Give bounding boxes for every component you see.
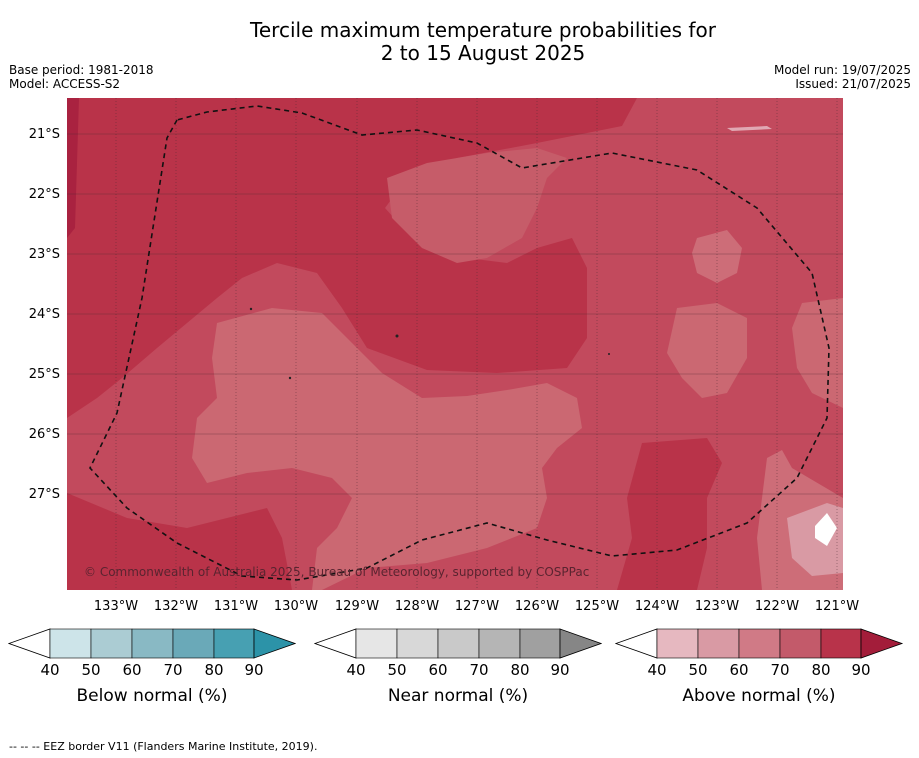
island-marker <box>608 353 610 355</box>
lon-label: 127°W <box>454 599 500 614</box>
colorbar-tick: 70 <box>770 661 790 679</box>
chart-title: Tercile maximum temperature probabilitie… <box>0 19 919 65</box>
lon-label: 133°W <box>93 599 139 614</box>
colorbar-segment <box>49 628 92 659</box>
lat-grid-lines <box>67 133 843 495</box>
colorbar-title-below: Below normal (%) <box>76 686 228 706</box>
region-above-80-se <box>617 438 722 590</box>
region-small-light <box>727 126 772 131</box>
colorbar-above-normal <box>615 628 904 659</box>
lat-label: 21°S <box>28 127 60 142</box>
colorbar-segment <box>253 628 296 659</box>
colorbar-tick: 40 <box>647 661 667 679</box>
lon-grid-lines <box>115 98 838 590</box>
colorbar-below-normal <box>8 628 296 659</box>
lat-label: 25°S <box>28 367 60 382</box>
colorbar-tick: 60 <box>729 661 749 679</box>
issued-date: Issued: 21/07/2025 <box>795 77 911 91</box>
colorbar-segment <box>396 628 439 659</box>
lat-label: 24°S <box>28 307 60 322</box>
lon-label: 128°W <box>394 599 440 614</box>
lon-label: 122°W <box>754 599 800 614</box>
region-white-patch <box>815 513 837 546</box>
colorbar-tick: 40 <box>40 661 60 679</box>
colorbar-segment <box>355 628 398 659</box>
colorbar-segment <box>738 628 781 659</box>
lon-label: 126°W <box>514 599 560 614</box>
lon-label: 132°W <box>153 599 199 614</box>
lon-label: 121°W <box>814 599 860 614</box>
meta-left: Base period: 1981-2018 Model: ACCESS-S2 <box>9 63 154 91</box>
lon-label: 130°W <box>273 599 319 614</box>
colorbar-tick: 50 <box>81 661 101 679</box>
colorbar-segment <box>437 628 480 659</box>
lat-label: 23°S <box>28 247 60 262</box>
region-above-70-north <box>387 148 567 263</box>
island-marker <box>288 376 292 380</box>
eez-footnote: -- -- -- EEZ border V11 (Flanders Marine… <box>9 740 318 753</box>
meta-right: Model run: 19/07/2025 Issued: 21/07/2025 <box>774 63 911 91</box>
colorbar-segment <box>860 628 904 659</box>
lat-label: 26°S <box>28 427 60 442</box>
region-above-60-small <box>692 230 742 283</box>
colorbar-segment <box>213 628 255 659</box>
colorbar-tick: 80 <box>811 661 831 679</box>
island-marker <box>395 334 399 338</box>
title-line-2: 2 to 15 August 2025 <box>380 41 586 65</box>
colorbar-title-above: Above normal (%) <box>682 686 836 706</box>
lon-label: 125°W <box>574 599 620 614</box>
title-line-1: Tercile maximum temperature probabilitie… <box>250 18 716 42</box>
colorbar-title-near: Near normal (%) <box>387 686 529 706</box>
island-marker <box>249 307 253 311</box>
lon-label: 123°W <box>694 599 740 614</box>
colorbar-tick: 90 <box>851 661 871 679</box>
colorbar-segment <box>697 628 740 659</box>
colorbar-tick: 60 <box>122 661 142 679</box>
colorbar-tick: 60 <box>428 661 448 679</box>
colorbar-segment <box>615 628 658 659</box>
colorbar-tick: 50 <box>387 661 407 679</box>
colorbar-tick: 90 <box>244 661 264 679</box>
colorbar-tick: 80 <box>204 661 224 679</box>
colorbar-tick: 70 <box>163 661 183 679</box>
colorbar-tick: 70 <box>469 661 489 679</box>
colorbar-segment <box>519 628 561 659</box>
copyright-notice: © Commonwealth of Australia 2025, Bureau… <box>84 565 590 579</box>
model-run: Model run: 19/07/2025 <box>773 63 911 77</box>
model-name: Model: ACCESS-S2 <box>9 77 121 91</box>
lon-label: 131°W <box>213 599 259 614</box>
colorbar-segment <box>90 628 133 659</box>
region-above-80-sw <box>67 493 292 590</box>
base-period: Base period: 1981-2018 <box>9 63 154 77</box>
colorbar-tick: 90 <box>550 661 570 679</box>
map-svg <box>67 98 843 590</box>
colorbar-segment <box>656 628 699 659</box>
colorbar-segment <box>820 628 862 659</box>
region-edge-dark <box>67 98 79 238</box>
lon-label: 129°W <box>334 599 380 614</box>
probability-map <box>67 98 843 590</box>
colorbar-tick: 80 <box>510 661 530 679</box>
colorbar-segment <box>314 628 357 659</box>
colorbar-segment <box>131 628 174 659</box>
lon-label: 124°W <box>634 599 680 614</box>
lat-label: 22°S <box>28 187 60 202</box>
colorbar-tick: 40 <box>346 661 366 679</box>
colorbar-segment <box>172 628 215 659</box>
region-above-60-far-east <box>792 298 843 408</box>
lat-label: 27°S <box>28 487 60 502</box>
eez-border <box>89 105 830 581</box>
colorbar-near-normal <box>314 628 602 659</box>
colorbar-segment <box>478 628 521 659</box>
colorbar-segment <box>8 628 51 659</box>
colorbar-segment <box>779 628 822 659</box>
colorbar-segment <box>559 628 602 659</box>
colorbar-tick: 50 <box>688 661 708 679</box>
region-above-80 <box>67 98 637 418</box>
